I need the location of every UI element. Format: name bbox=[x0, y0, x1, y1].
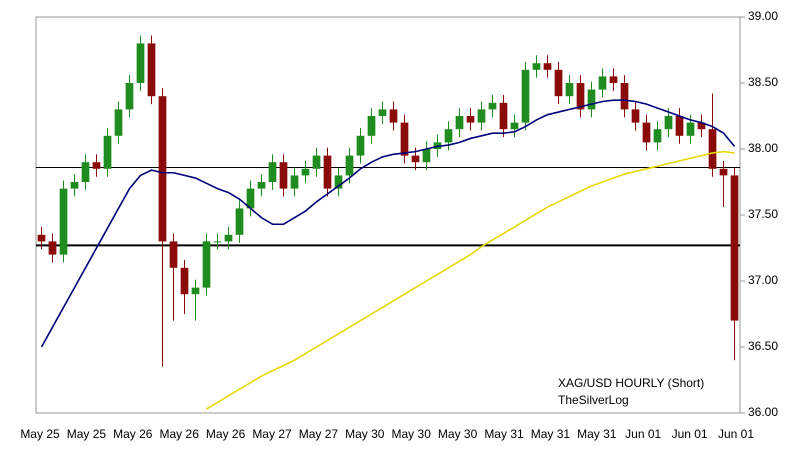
candle-body bbox=[202, 241, 211, 288]
candle-body bbox=[334, 175, 343, 189]
candle-body bbox=[158, 96, 167, 242]
y-tick-label: 38.50 bbox=[748, 75, 778, 89]
x-tick-label: May 31 bbox=[531, 427, 571, 441]
candle-body bbox=[147, 43, 156, 97]
x-tick-label: May 27 bbox=[299, 427, 339, 441]
candle-body bbox=[389, 109, 398, 123]
candle-body bbox=[191, 287, 200, 295]
candle-body bbox=[268, 162, 277, 182]
candle-body bbox=[708, 129, 717, 169]
candle-body bbox=[675, 116, 684, 136]
annotation: XAG/USD HOURLY (Short) bbox=[558, 376, 704, 390]
candle-body bbox=[224, 234, 233, 242]
candle-body bbox=[246, 188, 255, 209]
candle-body bbox=[400, 122, 409, 156]
candle-body bbox=[488, 102, 497, 110]
candle-body bbox=[279, 162, 288, 189]
candle-body bbox=[444, 129, 453, 143]
candle-body bbox=[543, 63, 552, 70]
candle-body bbox=[301, 168, 310, 176]
y-tick-label: 38.00 bbox=[748, 141, 778, 155]
candle-body bbox=[598, 76, 607, 90]
y-tick-label: 37.00 bbox=[748, 273, 778, 287]
x-tick-label: May 30 bbox=[392, 427, 432, 441]
y-tick-label: 39.00 bbox=[748, 9, 778, 23]
candle-body bbox=[323, 155, 332, 189]
candle-body bbox=[169, 241, 178, 268]
x-tick-label: May 25 bbox=[20, 427, 60, 441]
candle-body bbox=[367, 116, 376, 136]
candle-body bbox=[532, 63, 541, 70]
candle-body bbox=[125, 83, 134, 110]
candle-body bbox=[554, 69, 563, 97]
moving-average-line bbox=[40, 99, 736, 348]
candle-body bbox=[103, 135, 112, 169]
candle-body bbox=[730, 175, 739, 321]
x-tick-label: May 26 bbox=[113, 427, 153, 441]
candle-body bbox=[180, 267, 189, 295]
x-tick-label: May 31 bbox=[484, 427, 524, 441]
candle-body bbox=[521, 69, 530, 123]
x-tick-label: May 30 bbox=[438, 427, 478, 441]
candle-body bbox=[356, 135, 365, 156]
candle-body bbox=[411, 155, 420, 163]
candle-body bbox=[609, 76, 618, 83]
candle-body bbox=[510, 122, 519, 130]
x-tick-label: May 26 bbox=[160, 427, 200, 441]
candle-body bbox=[477, 109, 486, 123]
x-tick-label: May 31 bbox=[577, 427, 617, 441]
y-tick-label: 36.00 bbox=[748, 405, 778, 419]
candle-body bbox=[455, 116, 464, 130]
moving-average-line bbox=[206, 150, 735, 410]
candle-body bbox=[499, 102, 508, 130]
x-tick-label: Jun 01 bbox=[718, 427, 754, 441]
candle-body bbox=[697, 122, 706, 130]
candle-body bbox=[257, 182, 266, 189]
candle-body bbox=[653, 129, 662, 143]
candle-body bbox=[466, 116, 475, 123]
candle-body bbox=[686, 122, 695, 136]
candle-body bbox=[576, 83, 585, 110]
y-tick-label: 37.50 bbox=[748, 207, 778, 221]
x-tick-label: May 27 bbox=[252, 427, 292, 441]
annotation: TheSilverLog bbox=[558, 393, 629, 407]
candle-body bbox=[587, 89, 596, 110]
x-tick-label: May 25 bbox=[67, 427, 107, 441]
candle-body bbox=[114, 109, 123, 136]
candle-body bbox=[136, 43, 145, 83]
candle-body bbox=[290, 175, 299, 189]
candle-body bbox=[719, 168, 728, 176]
candle-body bbox=[312, 155, 321, 169]
candle-body bbox=[631, 109, 640, 123]
candle-body bbox=[345, 155, 354, 176]
candle-body bbox=[81, 162, 90, 182]
candle-body bbox=[213, 241, 222, 243]
candle-body bbox=[59, 188, 68, 255]
candle-body bbox=[92, 162, 101, 169]
x-tick-label: Jun 01 bbox=[625, 427, 661, 441]
candle-body bbox=[664, 116, 673, 130]
candle-body bbox=[48, 241, 57, 255]
x-tick-label: Jun 01 bbox=[672, 427, 708, 441]
candle-body bbox=[422, 149, 431, 163]
y-tick-label: 36.50 bbox=[748, 339, 778, 353]
candle-body bbox=[235, 208, 244, 235]
candle-body bbox=[37, 234, 46, 242]
x-tick-label: May 26 bbox=[206, 427, 246, 441]
x-tick-label: May 30 bbox=[345, 427, 385, 441]
candle-body bbox=[565, 83, 574, 97]
candle-body bbox=[378, 109, 387, 116]
candle-body bbox=[620, 83, 629, 110]
candle-body bbox=[70, 182, 79, 189]
candle-body bbox=[642, 122, 651, 143]
